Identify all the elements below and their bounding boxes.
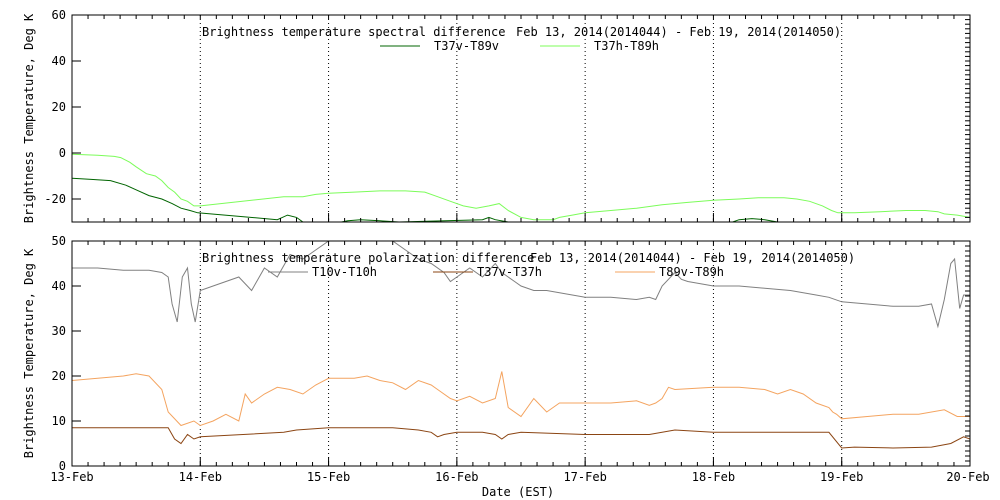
- x-tick-label: 18-Feb: [692, 470, 735, 484]
- legend-label: T89v-T89h: [659, 265, 724, 279]
- series-line-T37h-T89h: [72, 153, 970, 221]
- x-tick-label: 16-Feb: [435, 470, 478, 484]
- y-tick-label: 60: [52, 8, 66, 22]
- y-tick-label: 40: [52, 279, 66, 293]
- y-tick-label: -20: [44, 192, 66, 206]
- chart-date-range: Feb 13, 2014(2014044) - Feb 19, 2014(201…: [516, 25, 841, 39]
- series-line-T89v-T89h: [72, 371, 970, 427]
- plot-frame: [71, 14, 971, 223]
- y-tick-label: 50: [52, 234, 66, 248]
- legend-label: T37v-T89v: [434, 39, 499, 53]
- y-axis-label: Brightness Temperature, Deg K: [22, 13, 36, 223]
- chart-title: Brightness temperature spectral differen…: [202, 25, 505, 39]
- x-tick-label: 17-Feb: [563, 470, 606, 484]
- spectral-difference-panel: -20 0 20 40 60 Brightness Temperature, Deg K B…: [22, 8, 971, 223]
- series-line-T37v-T37h: [72, 427, 970, 449]
- x-tick-label: 14-Feb: [179, 470, 222, 484]
- x-tick-label: 15-Feb: [307, 470, 350, 484]
- series-line-T10v-T10h: [72, 241, 970, 329]
- chart-title: Brightness temperature polarization diff…: [202, 251, 534, 265]
- y-axis-label: Brightness Temperature, Deg K: [22, 248, 36, 458]
- polarization-difference-panel: 0 10 20 30 40 50 Brightness Temperature, Deg K…: [22, 234, 971, 473]
- y-tick-label: 0: [59, 146, 66, 160]
- y-tick-label: 20: [52, 100, 66, 114]
- legend-label: T10v-T10h: [312, 265, 377, 279]
- y-tick-label: 20: [52, 369, 66, 383]
- x-tick-label: 20-Feb: [946, 470, 989, 484]
- y-tick-label: 40: [52, 54, 66, 68]
- x-axis-label: Date (EST): [482, 485, 554, 499]
- x-tick-label: 13-Feb: [50, 470, 93, 484]
- x-tick-label: 19-Feb: [820, 470, 863, 484]
- y-tick-label: 30: [52, 324, 66, 338]
- series-line-T37v-T89v: [72, 177, 784, 222]
- legend-label: T37v-T37h: [477, 265, 542, 279]
- y-tick-label: 0: [59, 459, 66, 473]
- chart-date-range: Feb 13, 2014(2014044) - Feb 19, 2014(201…: [530, 251, 855, 265]
- legend-label: T37h-T89h: [594, 39, 659, 53]
- y-tick-label: 10: [52, 414, 66, 428]
